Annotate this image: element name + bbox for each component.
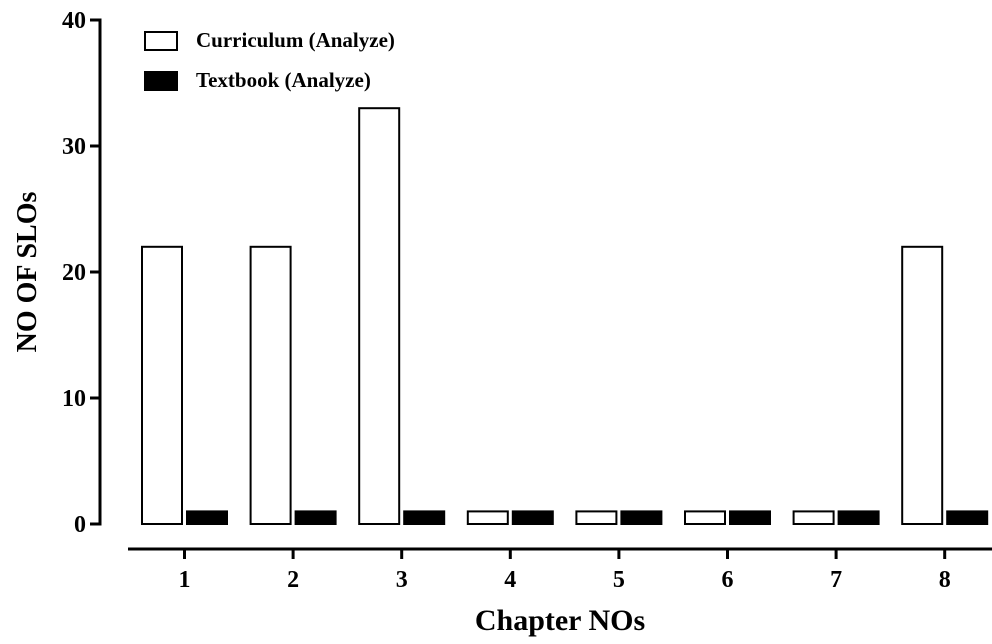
x-axis-ticks: 1 2 3 4 5 6 7 8 (179, 549, 951, 593)
legend: Curriculum (Analyze) Textbook (Analyze) (144, 28, 395, 92)
x-axis-title: Chapter NOs (475, 604, 645, 637)
curriculum-bar (249, 245, 292, 526)
textbook-bar (186, 510, 228, 525)
legend-swatch (144, 31, 178, 51)
y-tick-label: 10 (62, 386, 86, 412)
x-tick-label: 3 (396, 567, 408, 593)
x-tick-label: 1 (179, 567, 191, 593)
x-tick-label: 6 (722, 567, 734, 593)
textbook-bar (729, 510, 771, 525)
y-tick-label: 30 (62, 134, 86, 160)
x-tick-label: 7 (830, 567, 842, 593)
x-tick-label: 4 (504, 567, 516, 593)
y-tick-label: 20 (62, 260, 86, 286)
textbook-bar (946, 510, 989, 525)
curriculum-bar (141, 245, 183, 526)
curriculum-bar (792, 510, 835, 525)
legend-label: Textbook (Analyze) (196, 68, 371, 92)
x-tick-label: 5 (613, 567, 625, 593)
curriculum-bar (901, 245, 944, 526)
textbook-bar (620, 510, 663, 525)
legend-label: Curriculum (Analyze) (196, 28, 395, 52)
y-axis-title: NO OF SLOs (12, 192, 43, 353)
x-tick-label: 2 (287, 567, 299, 593)
textbook-bar (837, 510, 880, 525)
y-axis-ticks: 0 10 20 30 40 (62, 8, 100, 538)
curriculum-bar (466, 510, 509, 525)
x-axis: 1 2 3 4 5 6 7 8 (128, 547, 992, 593)
y-tick-label: 40 (62, 8, 86, 34)
bars (141, 107, 989, 526)
y-tick-label: 0 (74, 512, 86, 538)
y-axis: 0 10 20 30 40 (62, 8, 102, 538)
curriculum-bar (684, 510, 726, 525)
textbook-bar (294, 510, 337, 525)
curriculum-bar (358, 107, 401, 525)
curriculum-bar (575, 510, 618, 525)
legend-swatch (144, 71, 178, 91)
textbook-bar (403, 510, 446, 525)
x-tick-label: 8 (939, 567, 951, 593)
textbook-bar (511, 510, 554, 525)
